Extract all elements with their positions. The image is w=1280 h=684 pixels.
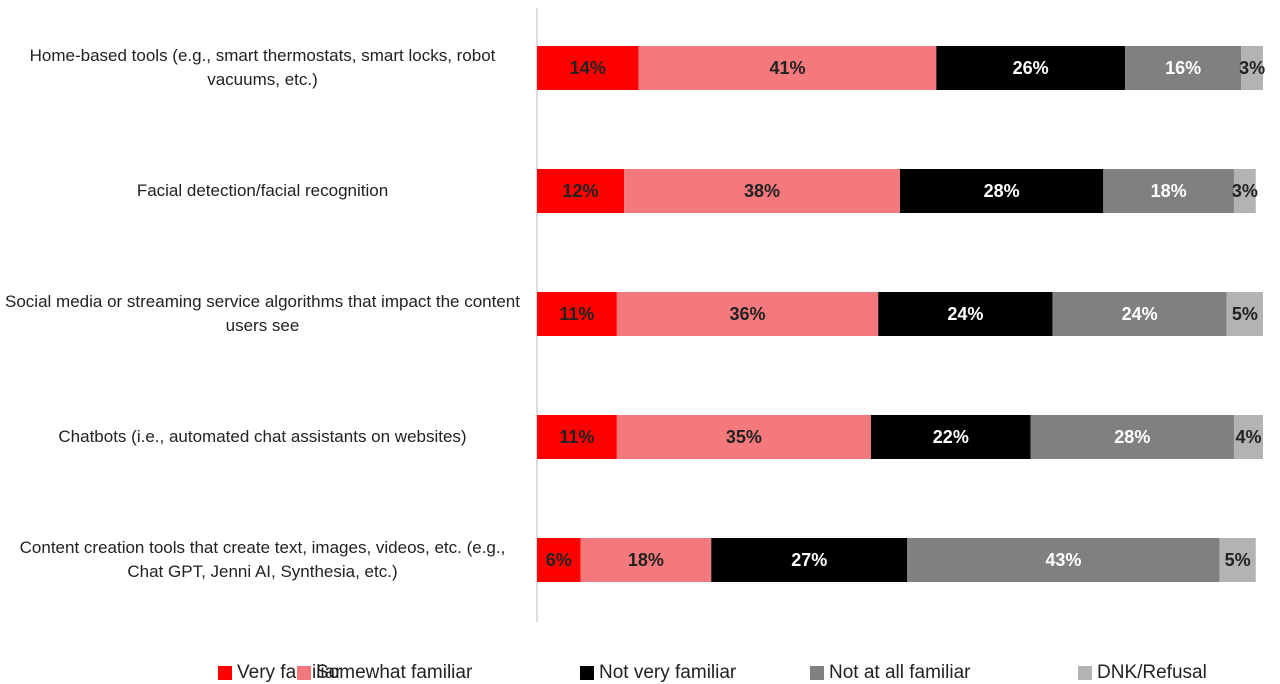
value-label: 11% <box>559 427 594 447</box>
bar-segment <box>616 415 871 459</box>
bar-segment <box>1241 46 1263 90</box>
bar-segment <box>1052 292 1227 336</box>
bar-segment <box>711 538 908 582</box>
bar-segment <box>936 46 1126 90</box>
category-label: Chatbots (i.e., automated chat assistant… <box>0 407 525 467</box>
bar-segment <box>537 46 639 90</box>
value-label: 12% <box>563 181 599 201</box>
bar-segment <box>1226 292 1263 336</box>
value-label: 6% <box>546 550 572 570</box>
category-text: Chatbots (i.e., automated chat assistant… <box>58 427 467 446</box>
bar-segment <box>1103 169 1234 213</box>
bar-segment <box>624 169 900 213</box>
value-label: 18% <box>628 550 664 570</box>
bar-segment <box>870 415 1031 459</box>
value-label: 5% <box>1232 304 1258 324</box>
legend-swatch <box>218 666 232 680</box>
legend-label: Not at all familiar <box>829 662 971 683</box>
category-text: Home-based tools (e.g., smart thermostat… <box>29 46 496 89</box>
legend-swatch <box>1078 666 1092 680</box>
value-label: 43% <box>1045 550 1081 570</box>
bar-segment <box>1219 538 1256 582</box>
bar-segment <box>537 415 617 459</box>
value-label: 27% <box>791 550 827 570</box>
legend-label: Not very familiar <box>599 662 737 683</box>
category-label: Home-based tools (e.g., smart thermostat… <box>0 38 525 98</box>
value-label: 28% <box>1114 427 1150 447</box>
bar-segment <box>537 538 581 582</box>
bar-segment <box>878 292 1053 336</box>
bar-segment <box>537 169 625 213</box>
value-label: 3% <box>1239 58 1265 78</box>
category-text: Content creation tools that create text,… <box>19 538 506 581</box>
bar-segment <box>616 292 879 336</box>
bar-segment <box>907 538 1220 582</box>
value-label: 24% <box>1122 304 1158 324</box>
value-label: 3% <box>1232 181 1258 201</box>
bar-segment <box>900 169 1104 213</box>
value-label: 14% <box>570 58 606 78</box>
value-label: 28% <box>984 181 1020 201</box>
value-label: 4% <box>1235 427 1261 447</box>
legend-swatch <box>580 666 594 680</box>
legend-swatch <box>810 666 824 680</box>
value-label: 11% <box>559 304 594 324</box>
legend-swatch <box>297 666 311 680</box>
legend-label: Somewhat familiar <box>316 662 473 683</box>
value-label: 35% <box>726 427 762 447</box>
bar-segment <box>1125 46 1242 90</box>
value-label: 38% <box>744 181 780 201</box>
bar-segment <box>1233 169 1256 213</box>
category-label: Facial detection/facial recognition <box>0 161 525 221</box>
legend-label: Very familiar <box>237 662 342 683</box>
value-label: 22% <box>933 427 969 447</box>
value-label: 24% <box>947 304 983 324</box>
category-label: Content creation tools that create text,… <box>0 530 525 590</box>
legend-label: DNK/Refusal <box>1097 662 1207 683</box>
value-label: 36% <box>730 304 766 324</box>
bar-segment <box>638 46 937 90</box>
value-label: 5% <box>1225 550 1251 570</box>
value-label: 16% <box>1165 58 1201 78</box>
value-label: 26% <box>1013 58 1049 78</box>
category-text: Social media or streaming service algori… <box>5 292 520 335</box>
bar-segment <box>1030 415 1234 459</box>
bar-segment <box>580 538 712 582</box>
bar-segment <box>1233 415 1263 459</box>
bar-segment <box>537 292 617 336</box>
category-text: Facial detection/facial recognition <box>136 181 389 200</box>
category-label: Social media or streaming service algori… <box>0 284 525 344</box>
value-label: 41% <box>769 58 805 78</box>
value-label: 18% <box>1151 181 1187 201</box>
